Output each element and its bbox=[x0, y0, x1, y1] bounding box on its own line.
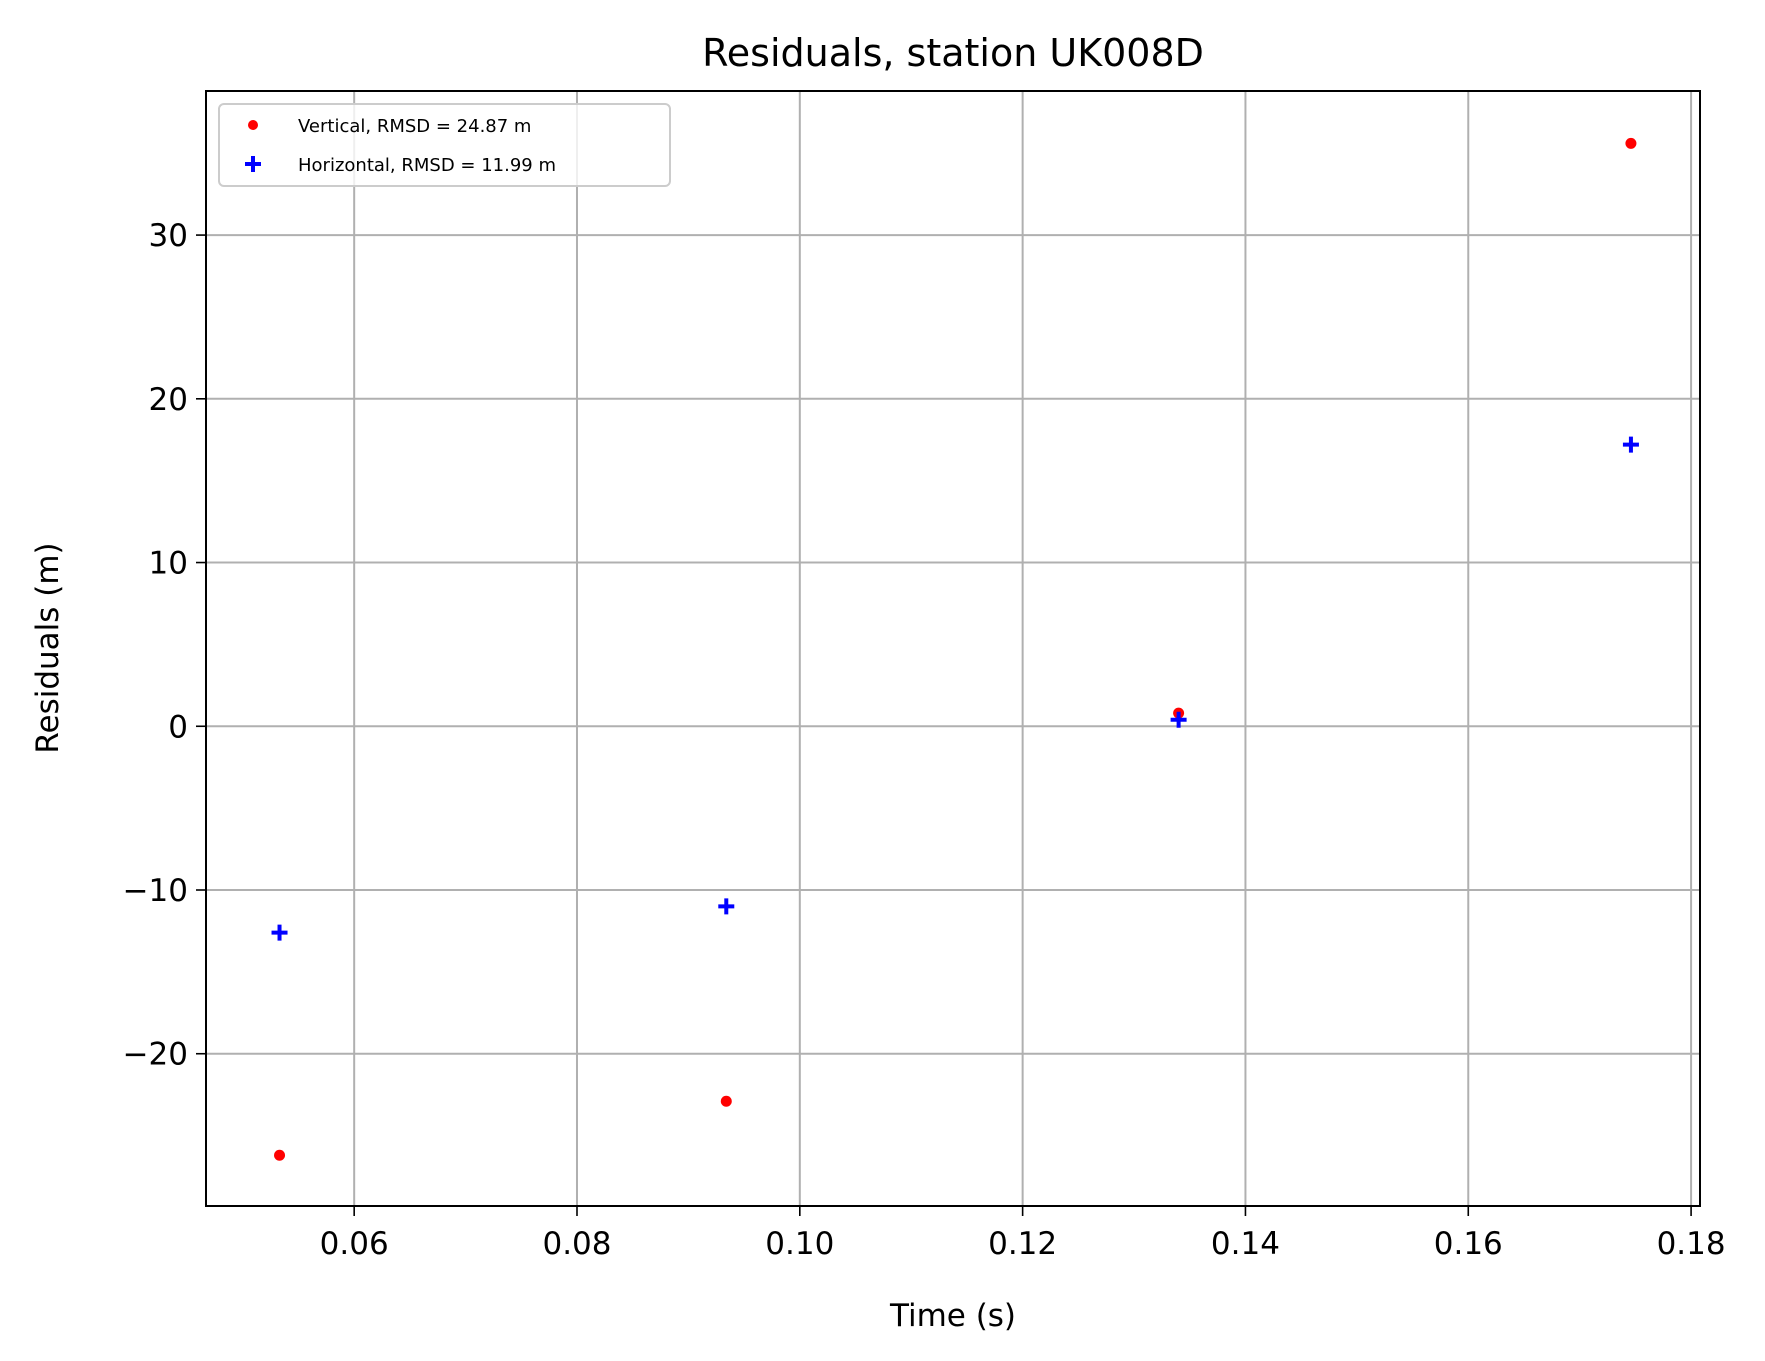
y-tick-label: −10 bbox=[123, 873, 188, 909]
chart-title: Residuals, station UK008D bbox=[702, 31, 1204, 75]
plot-frame bbox=[205, 90, 1701, 1207]
vertical-point bbox=[274, 1149, 286, 1161]
horizontal-point bbox=[718, 898, 735, 915]
series-horizontal bbox=[271, 436, 1639, 941]
legend-marker-horizontal bbox=[245, 156, 261, 172]
horizontal-point bbox=[271, 924, 288, 941]
x-tick-label: 0.18 bbox=[1657, 1226, 1726, 1262]
vertical-point bbox=[720, 1095, 732, 1107]
y-tick-label: 10 bbox=[149, 546, 188, 582]
x-tick-label: 0.14 bbox=[1211, 1226, 1280, 1262]
legend-label-vertical: Vertical, RMSD = 24.87 m bbox=[298, 116, 531, 137]
y-tick-label: 30 bbox=[149, 218, 188, 254]
y-tick-label: −20 bbox=[123, 1037, 188, 1073]
data-points bbox=[271, 137, 1639, 1161]
grid-lines bbox=[206, 91, 1700, 1206]
x-tick-label: 0.12 bbox=[988, 1226, 1057, 1262]
plot-area bbox=[205, 90, 1701, 1207]
x-tick-label: 0.06 bbox=[320, 1226, 389, 1262]
x-axis-title: Time (s) bbox=[889, 1298, 1016, 1334]
plot-background bbox=[206, 91, 1700, 1206]
legend-label-horizontal: Horizontal, RMSD = 11.99 m bbox=[298, 155, 556, 176]
x-tick-label: 0.08 bbox=[542, 1226, 611, 1262]
legend-marker-vertical bbox=[248, 120, 258, 130]
legend: Vertical, RMSD = 24.87 m Horizontal, RMS… bbox=[218, 103, 671, 187]
vertical-point bbox=[1625, 137, 1637, 149]
x-axis: 0.06 0.08 0.10 0.12 0.14 0.16 0.18 bbox=[320, 1206, 1726, 1262]
x-tick-label: 0.10 bbox=[765, 1226, 834, 1262]
y-tick-label: 20 bbox=[149, 382, 188, 418]
series-vertical bbox=[274, 137, 1637, 1161]
y-tick-label: 0 bbox=[168, 709, 188, 745]
y-axis: −20 −10 0 10 20 30 bbox=[123, 218, 206, 1073]
horizontal-point bbox=[1622, 436, 1639, 453]
y-axis-title: Residuals (m) bbox=[30, 542, 66, 753]
legend-box bbox=[218, 103, 671, 187]
horizontal-point bbox=[1170, 711, 1187, 728]
x-tick-label: 0.16 bbox=[1434, 1226, 1503, 1262]
